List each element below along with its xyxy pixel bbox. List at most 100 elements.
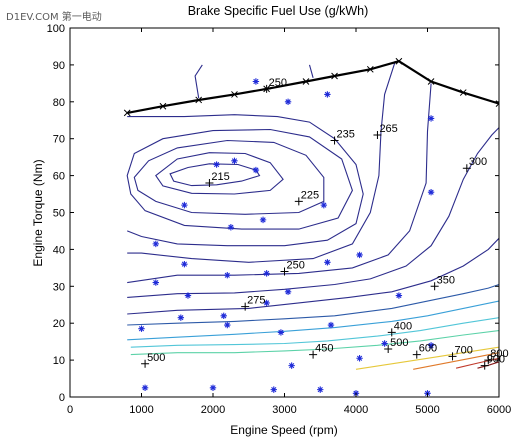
- measurement-point-18: [263, 270, 270, 277]
- level-label-anchor-15: [484, 356, 493, 365]
- y-tick-label-60: 60: [53, 171, 65, 183]
- chart-title: Brake Specific Fuel Use (g/kWh): [188, 4, 369, 18]
- level-label-700: 700: [455, 344, 473, 356]
- measurement-point-22: [284, 98, 292, 105]
- x-tick-label-5000: 5000: [415, 404, 439, 416]
- x-tick-label-3000: 3000: [272, 404, 296, 416]
- y-tick-label-20: 20: [53, 318, 65, 330]
- y-tick-label-100: 100: [47, 23, 65, 35]
- measurement-point-10: [220, 312, 227, 320]
- measurement-point-3: [152, 240, 159, 248]
- x-tick-label-2000: 2000: [201, 404, 225, 416]
- level-label-anchor-14: [448, 352, 457, 361]
- level-label-500: 500: [390, 337, 408, 349]
- level-label-235: 235: [337, 129, 355, 141]
- measurement-point-4: [177, 314, 185, 321]
- measurement-point-23: [284, 288, 292, 296]
- max-torque-marker-7: [366, 65, 374, 73]
- level-label-265: 265: [379, 123, 397, 135]
- measurement-point-24: [288, 362, 295, 369]
- max-torque-marker-5: [302, 78, 310, 85]
- watermark: D1EV.COM 第一电动: [6, 12, 102, 23]
- level-label-215: 215: [211, 171, 229, 183]
- max-torque-marker-2: [195, 96, 203, 104]
- y-tick-label-90: 90: [53, 60, 65, 72]
- level-label-250: 250: [287, 260, 305, 272]
- level-label-anchor-13: [412, 350, 421, 359]
- level-label-anchor-2: [330, 136, 339, 145]
- x-tick-label-1000: 1000: [129, 404, 153, 416]
- measurement-point-11: [224, 321, 231, 329]
- max-torque-marker-3: [231, 91, 238, 98]
- measurement-point-2: [152, 279, 159, 286]
- measurement-point-7: [181, 201, 188, 209]
- contour-line-265-7: [127, 61, 396, 263]
- y-axis-title: Engine Torque (Nm): [31, 159, 45, 266]
- measurement-point-16: [252, 78, 260, 85]
- level-label-600: 600: [419, 343, 437, 355]
- level-label-anchor-8: [430, 282, 439, 291]
- measurement-point-21: [277, 329, 285, 336]
- contour-line-unlabeled-3: [126, 128, 353, 230]
- contour-line-500-14: [130, 330, 499, 356]
- contour-line-unlabeled-1: [155, 152, 284, 195]
- max-torque-line: [126, 60, 499, 114]
- contour-line-450-13: [130, 317, 499, 348]
- level-label-anchor-9: [387, 328, 396, 337]
- measurement-point-33: [381, 340, 388, 347]
- max-torque-marker-1: [159, 102, 167, 110]
- level-label-275: 275: [247, 295, 265, 307]
- level-label-300: 300: [469, 156, 487, 168]
- measurement-point-27: [324, 91, 331, 98]
- level-label-anchor-3: [373, 131, 382, 140]
- contour-line-225-2: [133, 139, 325, 215]
- measurement-point-20: [270, 386, 277, 393]
- max-torque-marker-0: [123, 109, 131, 117]
- measurement-point-12: [224, 272, 231, 279]
- measurement-point-6: [184, 292, 192, 299]
- measurement-point-0: [141, 384, 149, 391]
- contour-line-unlabeled-6: [308, 64, 314, 78]
- level-label-anchor-6: [280, 267, 289, 276]
- level-label-anchor-16: [480, 361, 489, 370]
- max-torque-marker-6: [331, 72, 338, 80]
- measurement-point-17: [259, 216, 267, 224]
- measurement-point-28: [324, 259, 331, 266]
- measurement-point-36: [427, 342, 435, 349]
- measurement-point-15: [252, 166, 260, 174]
- measurement-point-37: [427, 115, 435, 122]
- measurement-point-19: [263, 299, 270, 307]
- contour-line-unlabeled-10: [127, 237, 499, 315]
- measurement-point-29: [327, 321, 335, 329]
- level-label-anchor-10: [141, 359, 150, 368]
- level-label-400: 400: [394, 320, 412, 332]
- level-label-anchor-4: [462, 164, 471, 173]
- y-tick-label-10: 10: [53, 355, 65, 367]
- level-label-500: 500: [147, 352, 165, 364]
- y-tick-label-40: 40: [53, 244, 65, 256]
- y-tick-label-0: 0: [59, 392, 65, 404]
- level-label-anchor-1: [205, 178, 214, 187]
- measurement-point-34: [395, 292, 403, 299]
- level-label-anchor-5: [294, 197, 303, 206]
- plot-area: 250 215 235 265 300 225 250 275 350 400 500 450 500 6…: [123, 57, 509, 397]
- max-torque-marker-10: [459, 89, 467, 96]
- y-tick-label-50: 50: [53, 208, 65, 220]
- measurement-point-13: [227, 224, 235, 231]
- level-label-anchor-7: [241, 302, 250, 311]
- x-tick-label-4000: 4000: [344, 404, 368, 416]
- measurement-point-32: [356, 251, 363, 259]
- y-tick-label-70: 70: [53, 134, 65, 146]
- level-label-450: 450: [315, 343, 333, 355]
- contour-line-700-16: [413, 352, 499, 370]
- level-label-anchor-11: [309, 350, 318, 359]
- contour-line-600-15: [355, 346, 499, 370]
- contour-line-250-5: [194, 64, 203, 99]
- level-label-250: 250: [269, 77, 287, 89]
- measurement-point-14: [231, 157, 238, 165]
- max-torque-marker-8: [395, 57, 403, 65]
- measurement-point-9: [213, 161, 220, 168]
- measurement-point-5: [181, 260, 188, 268]
- measurement-point-26: [320, 201, 328, 209]
